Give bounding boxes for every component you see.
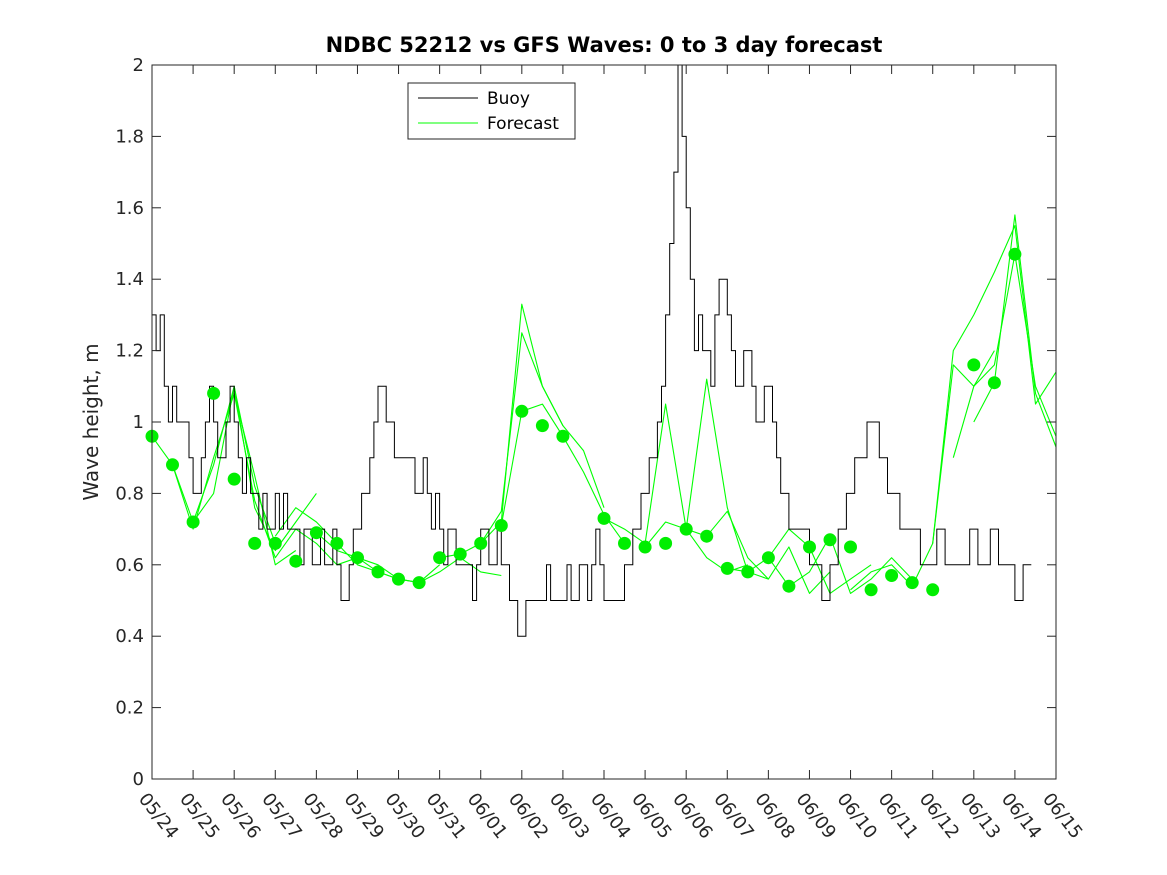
y-axis: 0 0.2 0.4 0.6 0.8 1 1.2 1.4 1.6 1.8 2 (115, 55, 1056, 790)
forecast-marker (474, 536, 488, 550)
y-tick-label: 0.4 (115, 626, 144, 647)
forecast-line (973, 214, 1057, 448)
forecast-marker (885, 569, 899, 582)
y-tick-label: 0.2 (115, 698, 144, 719)
forecast-marker (309, 526, 323, 540)
x-tick-label: 06/05 (627, 789, 675, 843)
legend-buoy-label: Buoy (487, 89, 530, 109)
y-tick-label: 1 (133, 412, 144, 433)
x-tick-label: 05/27 (257, 789, 305, 843)
forecast-marker (392, 572, 405, 586)
forecast-marker (782, 579, 796, 593)
x-tick-label: 06/09 (792, 789, 840, 843)
forecast-marker (453, 547, 467, 561)
x-tick-label: 06/13 (956, 789, 1004, 843)
x-tick-label: 05/29 (340, 789, 388, 843)
forecast-marker (186, 515, 200, 529)
forecast-marker (905, 576, 919, 590)
forecast-marker (227, 472, 241, 486)
forecast-marker (494, 519, 508, 532)
series-layer (145, 64, 1057, 637)
forecast-marker (268, 536, 282, 550)
forecast-marker (967, 358, 981, 372)
forecast-marker (987, 376, 1001, 390)
x-tick-label: 05/30 (381, 789, 429, 843)
y-axis-label: Wave height, m (79, 343, 103, 500)
x-tick-label: 06/03 (545, 789, 593, 843)
forecast-marker (289, 554, 303, 568)
x-tick-label: 06/04 (586, 789, 634, 843)
forecast-marker (207, 386, 221, 400)
x-tick-label: 06/15 (1038, 789, 1086, 843)
forecast-line (192, 385, 317, 552)
forecast-marker (535, 419, 549, 433)
forecast-marker (433, 551, 447, 565)
buoy-line (152, 64, 1032, 637)
y-tick-label: 1.2 (115, 341, 144, 362)
forecast-line (932, 225, 1057, 544)
x-tick-label: 06/07 (709, 789, 757, 843)
legend-box (407, 82, 576, 140)
forecast-line (952, 253, 1057, 458)
forecast-marker (330, 536, 344, 550)
forecast-marker (618, 536, 631, 550)
forecast-marker (659, 536, 673, 550)
y-tick-label: 0.8 (115, 483, 144, 504)
y-tick-label: 2 (133, 55, 144, 76)
forecast-marker (720, 561, 734, 575)
forecast-marker (823, 533, 837, 547)
x-tick-label: 05/25 (175, 789, 223, 843)
legend: Buoy Forecast (407, 82, 576, 140)
forecast-marker (679, 522, 693, 536)
forecast-marker (926, 583, 940, 597)
plot-area (152, 65, 1056, 779)
x-tick-label: 06/01 (463, 789, 511, 843)
forecast-marker (371, 565, 385, 579)
forecast-marker (597, 511, 611, 525)
forecast-marker (515, 404, 529, 418)
x-tick-label: 06/02 (504, 789, 552, 843)
forecast-marker (638, 540, 652, 554)
x-tick-label: 06/14 (997, 789, 1045, 843)
legend-forecast-label: Forecast (487, 114, 559, 134)
x-tick-label: 05/31 (422, 789, 470, 843)
x-tick-label: 05/28 (298, 789, 346, 843)
forecast-marker (864, 583, 878, 597)
forecast-marker (412, 576, 426, 590)
x-tick-label: 05/24 (134, 789, 182, 843)
forecast-marker (844, 540, 857, 554)
x-tick-label: 06/10 (833, 789, 881, 843)
forecast-marker (1008, 247, 1022, 261)
x-tick-label: 06/06 (668, 789, 716, 843)
y-tick-label: 1.6 (115, 198, 144, 219)
y-tick-label: 1.8 (115, 126, 144, 147)
y-tick-label: 1.4 (115, 269, 144, 290)
x-tick-label: 06/11 (874, 789, 922, 843)
x-tick-label: 05/26 (216, 789, 264, 843)
forecast-marker (741, 565, 755, 579)
forecast-marker (761, 551, 775, 565)
x-tick-label: 06/12 (915, 789, 963, 843)
forecast-marker (556, 429, 570, 443)
forecast-marker (166, 458, 179, 472)
y-tick-label: 0 (133, 769, 144, 790)
x-tick-label: 06/08 (750, 789, 798, 843)
forecast-marker (248, 536, 262, 550)
forecast-marker (351, 551, 364, 565)
chart-title: NDBC 52212 vs GFS Waves: 0 to 3 day fore… (326, 33, 883, 57)
forecast-marker (803, 540, 816, 554)
forecast-marker (700, 529, 714, 543)
y-tick-label: 0.6 (115, 555, 144, 576)
